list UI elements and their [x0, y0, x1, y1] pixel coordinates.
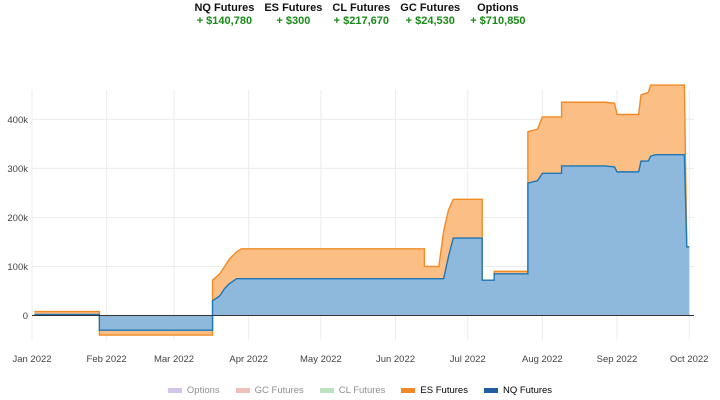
- legend-swatch: [319, 388, 334, 393]
- x-tick-label: Jan 2022: [12, 354, 51, 365]
- y-tick-label: 200k: [7, 213, 28, 224]
- legend-item-nq-futures[interactable]: NQ Futures: [483, 385, 553, 396]
- x-tick-label: Apr 2022: [229, 354, 268, 365]
- summary-name: CL Futures: [332, 2, 391, 14]
- summary-name: ES Futures: [264, 2, 323, 14]
- y-tick-label: 0: [23, 311, 28, 322]
- summary-name: Options: [477, 2, 519, 14]
- legend-label: CL Futures: [338, 385, 386, 396]
- area-nq-futures: [34, 154, 690, 331]
- axis-layer: Jan 2022 Feb 2022 Mar 2022 Apr 2022 May 2022…: [7, 115, 708, 365]
- summary-item-es: ES Futures + $300: [259, 2, 327, 28]
- x-tick-label: Sep 2022: [597, 354, 638, 365]
- stacked-area-chart: Jan 2022 Feb 2022 Mar 2022 Apr 2022 May 2022…: [7, 84, 708, 365]
- legend-label: NQ Futures: [502, 385, 553, 396]
- legend-swatch: [167, 388, 182, 393]
- x-tick-label: Mar 2022: [154, 354, 194, 365]
- legend-swatch: [483, 388, 498, 393]
- x-tick-label: Feb 2022: [87, 354, 127, 365]
- y-tick-label: 300k: [7, 164, 28, 175]
- y-tick-label: 400k: [7, 115, 28, 126]
- x-tick-label: Jul 2022: [450, 354, 486, 365]
- legend-item-options[interactable]: Options: [167, 385, 220, 396]
- area-layer: [34, 84, 690, 336]
- x-tick-label: May 2022: [300, 354, 342, 365]
- chart-legend: Options GC Futures CL Futures ES Futures…: [0, 385, 720, 396]
- summary-value: + $217,670: [333, 15, 390, 27]
- summary-name: NQ Futures: [194, 2, 255, 14]
- legend-label: ES Futures: [420, 385, 468, 396]
- summary-value: + $24,530: [405, 15, 455, 27]
- x-tick-label: Jun 2022: [376, 354, 415, 365]
- area-es-futures: [34, 85, 690, 336]
- pnl-summary: NQ Futures + $140,780 ES Futures + $300 …: [0, 2, 720, 28]
- summary-item-cl: CL Futures + $217,670: [327, 2, 395, 28]
- legend-item-es-futures[interactable]: ES Futures: [401, 385, 468, 396]
- summary-name: GC Futures: [400, 2, 461, 14]
- legend-label: Options: [186, 385, 220, 396]
- summary-item-gc: GC Futures + $24,530: [395, 2, 465, 28]
- line-nq-futures: [34, 154, 690, 331]
- x-tick-label: Aug 2022: [522, 354, 563, 365]
- summary-value: + $140,780: [196, 15, 253, 27]
- summary-item-options: Options + $710,850: [465, 2, 530, 28]
- x-tick-label: Oct 2022: [670, 354, 709, 365]
- legend-swatch: [401, 388, 416, 393]
- legend-swatch: [235, 388, 250, 393]
- legend-item-cl-futures[interactable]: CL Futures: [319, 385, 386, 396]
- summary-value: + $710,850: [470, 15, 526, 27]
- summary-value: + $300: [276, 15, 311, 27]
- legend-label: GC Futures: [254, 385, 304, 396]
- y-tick-label: 100k: [7, 262, 28, 273]
- summary-item-nq: NQ Futures + $140,780: [189, 2, 259, 28]
- legend-item-gc-futures[interactable]: GC Futures: [235, 385, 304, 396]
